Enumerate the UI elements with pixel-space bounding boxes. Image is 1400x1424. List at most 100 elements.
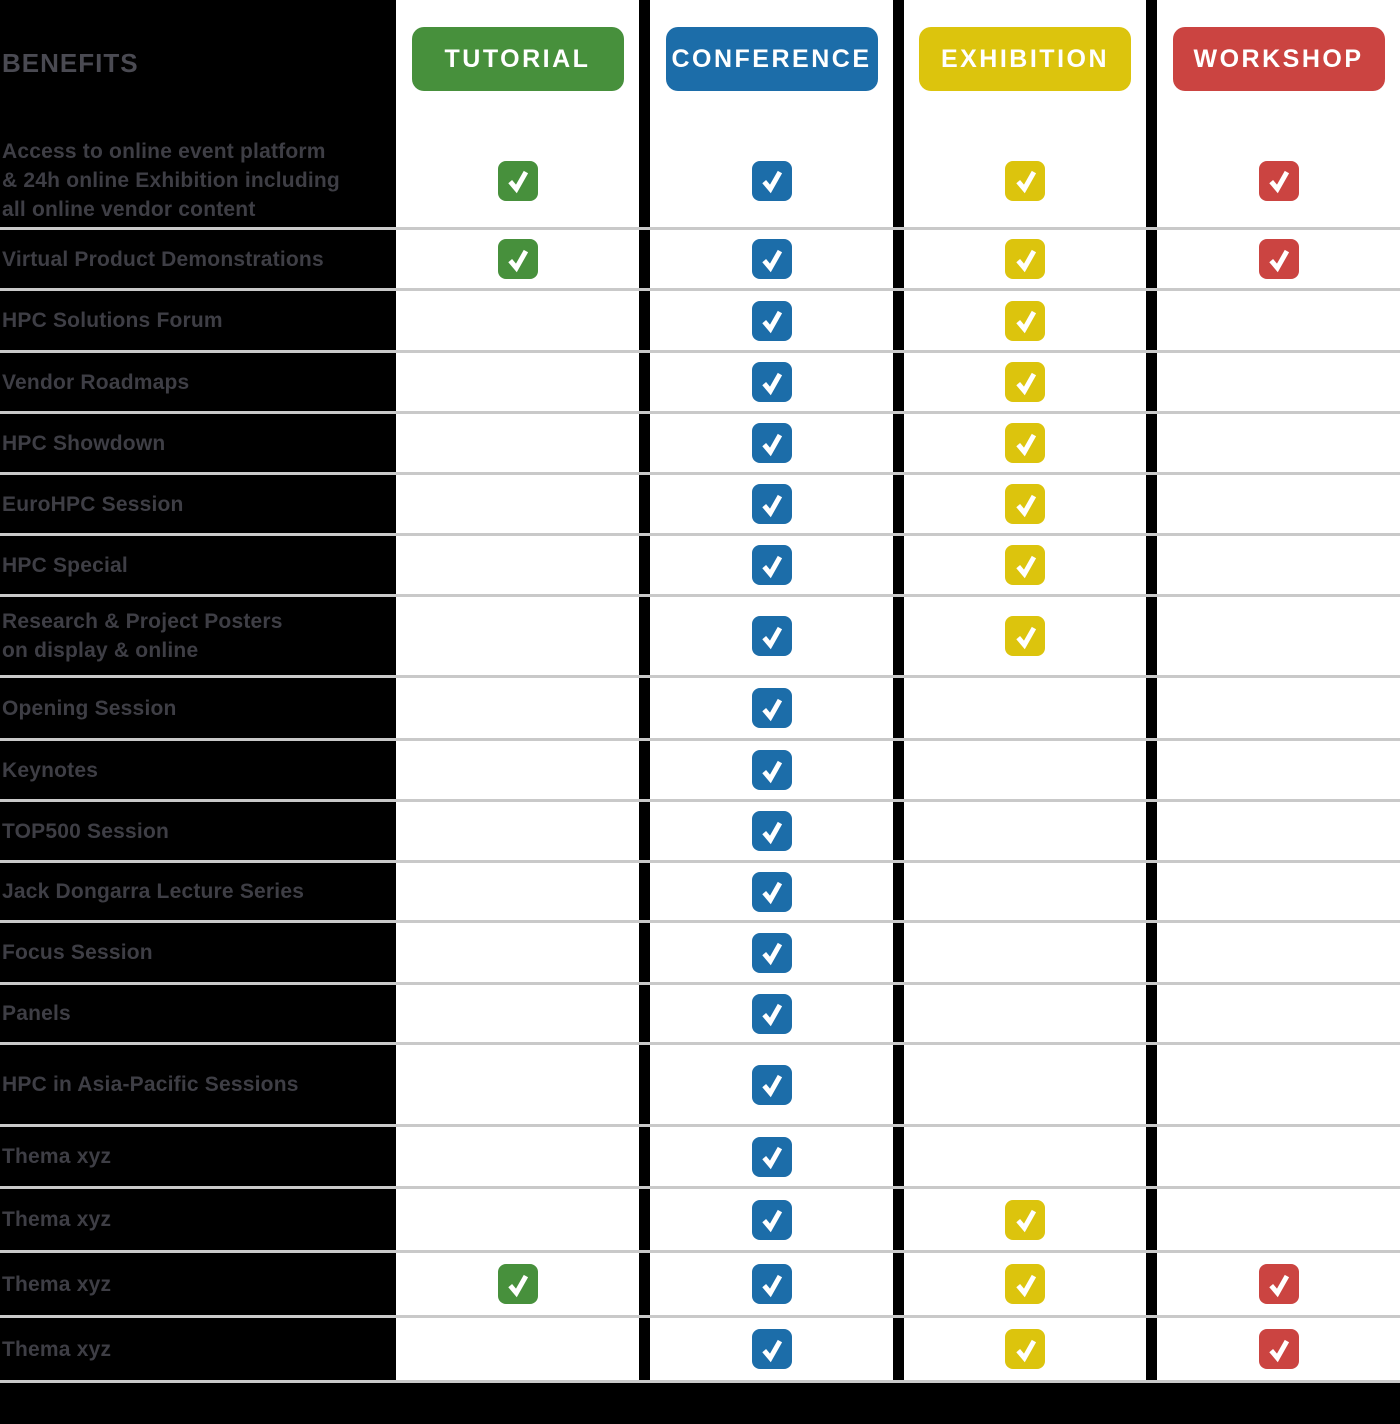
benefit-label-cell: Panels [0,985,396,1042]
cell-conference-checked [650,1318,893,1380]
cell-conference-checked [650,536,893,594]
check-icon [751,160,792,201]
header-button-exhibition[interactable]: EXHIBITION [919,27,1131,91]
cell-exhibition-checked [904,1253,1146,1315]
table-row: Virtual Product Demonstrations [0,230,1400,291]
check-icon [1005,160,1045,201]
cell-workshop-empty [1157,1189,1400,1250]
cell-tutorial-empty [396,1127,639,1186]
cell-tutorial-empty [396,597,639,675]
cell-workshop-checked [1157,1253,1400,1315]
check-icon [751,932,792,973]
header-button-label: EXHIBITION [940,44,1110,73]
cell-workshop-empty [1157,1045,1400,1124]
cell-conference-checked [650,1189,893,1250]
header-cell-conference: CONFERENCE [650,0,893,134]
benefit-label-cell: HPC Solutions Forum [0,291,396,350]
table-row: Thema xyz [0,1127,1400,1189]
cell-exhibition-empty [904,985,1146,1042]
table-row: Jack Dongarra Lecture Series [0,863,1400,923]
benefit-label: Access to online event platform & 24h on… [2,140,340,221]
benefit-label: Thema xyz [2,1272,112,1296]
cell-exhibition-checked [904,475,1146,533]
header-button-label: WORKSHOP [1193,44,1364,73]
cell-workshop-empty [1157,678,1400,738]
check-icon [1258,1329,1299,1369]
cell-exhibition-empty [904,741,1146,799]
benefit-label-cell: HPC Special [0,536,396,594]
cell-tutorial-checked [396,230,639,288]
check-icon [1005,300,1045,341]
check-icon [1258,239,1299,279]
cell-tutorial-empty [396,802,639,860]
cell-workshop-empty [1157,475,1400,533]
check-icon [497,1264,538,1304]
cell-exhibition-empty [904,802,1146,860]
table-row: Thema xyz [0,1253,1400,1318]
header-button-label: CONFERENCE [671,44,872,73]
check-icon [751,1199,792,1240]
check-icon [751,239,792,279]
benefit-label: Opening Session [2,696,177,720]
table-row: Vendor Roadmaps [0,353,1400,414]
cell-tutorial-empty [396,985,639,1042]
table-row: TOP500 Session [0,802,1400,863]
cell-conference-checked [650,741,893,799]
benefit-label: HPC Solutions Forum [2,309,223,332]
cell-workshop-empty [1157,414,1400,472]
footer-bar [0,1383,1400,1421]
cell-workshop-empty [1157,863,1400,920]
benefit-label: Keynotes [2,758,99,782]
header-cell-workshop: WORKSHOP [1157,0,1400,134]
cell-exhibition-empty [904,863,1146,920]
cell-tutorial-empty [396,1318,639,1380]
table-row: Thema xyz [0,1318,1400,1383]
cell-tutorial-empty [396,353,639,411]
table-body: Access to online event platform & 24h on… [0,134,1400,1383]
cell-conference-checked [650,923,893,982]
cell-conference-checked [650,985,893,1042]
check-icon [1005,362,1045,402]
header-button-tutorial[interactable]: TUTORIAL [411,27,624,91]
cell-conference-checked [650,1127,893,1186]
table-row: HPC Special [0,536,1400,597]
benefit-label-cell: HPC in Asia-Pacific Sessions [0,1045,396,1124]
cell-exhibition-empty [904,1045,1146,1124]
cell-workshop-empty [1157,985,1400,1042]
check-icon [751,811,792,851]
cell-conference-checked [650,678,893,738]
benefit-label: TOP500 Session [2,819,169,843]
header-button-conference[interactable]: CONFERENCE [665,27,878,91]
check-icon [751,1136,792,1177]
benefit-label-cell: Thema xyz [0,1318,396,1380]
cell-tutorial-empty [396,1045,639,1124]
cell-tutorial-empty [396,678,639,738]
cell-tutorial-empty [396,536,639,594]
cell-workshop-empty [1157,741,1400,799]
benefits-heading-cell: BENEFITS [0,0,396,134]
check-icon [1258,1264,1299,1304]
cell-workshop-checked [1157,1318,1400,1380]
cell-tutorial-empty [396,741,639,799]
cell-exhibition-empty [904,923,1146,982]
cell-workshop-empty [1157,802,1400,860]
header-button-workshop[interactable]: WORKSHOP [1172,27,1385,91]
check-icon [1258,160,1299,201]
cell-conference-checked [650,863,893,920]
benefit-label-cell: Focus Session [0,923,396,982]
cell-workshop-empty [1157,923,1400,982]
cell-exhibition-checked [904,230,1146,288]
benefit-label-cell: Access to online event platform & 24h on… [0,134,396,227]
table-row: Thema xyz [0,1189,1400,1253]
benefit-label: HPC Showdown [2,431,166,455]
cell-conference-checked [650,475,893,533]
cell-exhibition-checked [904,1318,1146,1380]
cell-tutorial-empty [396,923,639,982]
cell-exhibition-empty [904,678,1146,738]
check-icon [751,545,792,585]
benefit-label: Vendor Roadmaps [2,370,190,394]
benefit-label: Focus Session [2,941,153,964]
cell-workshop-empty [1157,353,1400,411]
table-row: Access to online event platform & 24h on… [0,134,1400,230]
cell-exhibition-checked [904,536,1146,594]
